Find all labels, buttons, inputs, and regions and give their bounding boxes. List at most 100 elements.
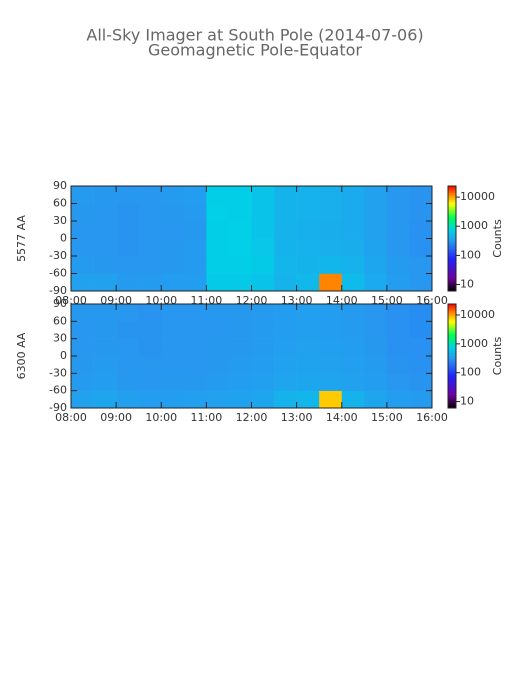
- colorbar-segment: [448, 235, 456, 238]
- heat-cell: [183, 390, 207, 409]
- heat-cell: [161, 390, 185, 409]
- heat-cell: [183, 256, 207, 274]
- heat-cell: [183, 304, 207, 322]
- colorbar-segment: [448, 304, 456, 307]
- colorbar-segment: [448, 382, 456, 385]
- heat-cell: [319, 273, 343, 292]
- heat-cell: [274, 186, 297, 204]
- heat-cell: [364, 256, 388, 274]
- heat-cell: [386, 238, 410, 257]
- colorbar-segment: [448, 277, 456, 280]
- title: All-Sky Imager at South Pole (2014-07-06…: [86, 26, 423, 45]
- colorbar-segment: [448, 340, 456, 343]
- colorbar-segment: [448, 193, 456, 196]
- heat-cell: [341, 390, 365, 409]
- colorbar-segment: [448, 287, 456, 290]
- colorbar-segment: [448, 278, 456, 281]
- colorbar-segment: [448, 191, 456, 194]
- heat-cell: [409, 321, 433, 339]
- heat-cell: [341, 321, 365, 339]
- colorbar-segment: [448, 259, 456, 262]
- colorbar-segment: [448, 240, 456, 243]
- colorbar-segment: [448, 310, 456, 314]
- heat-cell: [274, 356, 297, 374]
- heat-cell: [319, 221, 343, 239]
- heat-cell: [409, 186, 433, 204]
- heat-cell: [71, 238, 94, 257]
- heat-cell: [274, 373, 297, 391]
- heat-cell: [251, 186, 275, 204]
- colorbar-segment: [448, 229, 456, 232]
- heat-cell: [296, 238, 320, 257]
- heat-cell: [138, 256, 162, 274]
- heat-cell: [274, 238, 297, 257]
- colorbar-segment: [448, 392, 456, 395]
- heat-cell: [71, 203, 94, 222]
- colorbar-segment: [448, 399, 456, 402]
- colorbar-segment: [448, 395, 456, 398]
- colorbar-segment: [448, 404, 456, 407]
- heat-cell: [138, 221, 162, 239]
- heat-cell: [116, 390, 139, 409]
- colorbar-segment: [448, 314, 456, 317]
- colorbar-segment: [448, 231, 456, 234]
- subtitle: Geomagnetic Pole-Equator: [148, 41, 362, 60]
- colorbar-segment: [448, 394, 456, 397]
- colorbar-segment: [448, 282, 456, 285]
- colorbar-segment: [448, 273, 456, 276]
- colorbar-frame: [447, 303, 457, 409]
- colorbar-segment: [448, 207, 456, 210]
- colorbar-segment: [448, 186, 456, 189]
- colorbar-segment: [448, 317, 456, 320]
- x-tick-label: 10:00: [145, 411, 177, 424]
- heat-cell: [409, 203, 433, 222]
- heat-cell: [228, 273, 252, 292]
- heat-cell: [93, 203, 117, 222]
- colorbar-segment: [448, 212, 456, 215]
- colorbar-segment: [448, 357, 456, 360]
- heat-cell: [138, 203, 162, 222]
- heat-cell: [341, 186, 365, 204]
- heat-cell: [116, 256, 139, 274]
- colorbar-segment: [448, 312, 456, 315]
- x-tick-label: 14:00: [326, 411, 358, 424]
- colorbar-segment: [448, 243, 456, 246]
- colorbar-segment: [448, 361, 456, 364]
- heat-cell: [409, 356, 433, 374]
- heat-cell: [138, 373, 162, 391]
- colorbar-segment: [448, 305, 456, 308]
- heat-cell: [409, 338, 433, 357]
- heat-cell: [274, 390, 297, 409]
- heat-cell: [274, 321, 297, 339]
- colorbar-segment: [448, 401, 456, 404]
- heat-cell: [93, 338, 117, 357]
- heat-cell: [71, 304, 94, 322]
- colorbar-segment: [448, 189, 456, 192]
- colorbar-segment: [448, 350, 456, 353]
- heat-cell: [161, 304, 185, 322]
- heat-cell: [274, 304, 297, 322]
- heat-cell: [161, 256, 185, 274]
- heat-cell: [409, 304, 433, 322]
- heat-cell: [386, 186, 410, 204]
- colorbar-segment: [448, 331, 456, 334]
- y-tick-label: 0: [60, 349, 67, 362]
- heat-cell: [206, 321, 230, 339]
- colorbar-segment: [448, 316, 456, 319]
- colorbar-segment: [448, 324, 456, 327]
- y-tick-label: 30: [53, 214, 67, 227]
- heat-cell: [386, 373, 410, 391]
- heat-cell: [116, 321, 139, 339]
- heat-cell: [251, 221, 275, 239]
- colorbar-tick-label: 10: [460, 278, 474, 291]
- heat-cell: [274, 273, 297, 292]
- heat-cell: [161, 273, 185, 292]
- heat-cell: [161, 373, 185, 391]
- colorbar-segment: [448, 208, 456, 211]
- colorbar-segment: [448, 228, 456, 231]
- colorbar-segment: [448, 354, 456, 357]
- colorbar-segment: [448, 217, 456, 220]
- heat-cell: [161, 356, 185, 374]
- heat-cell: [138, 338, 162, 357]
- heat-cell: [341, 356, 365, 374]
